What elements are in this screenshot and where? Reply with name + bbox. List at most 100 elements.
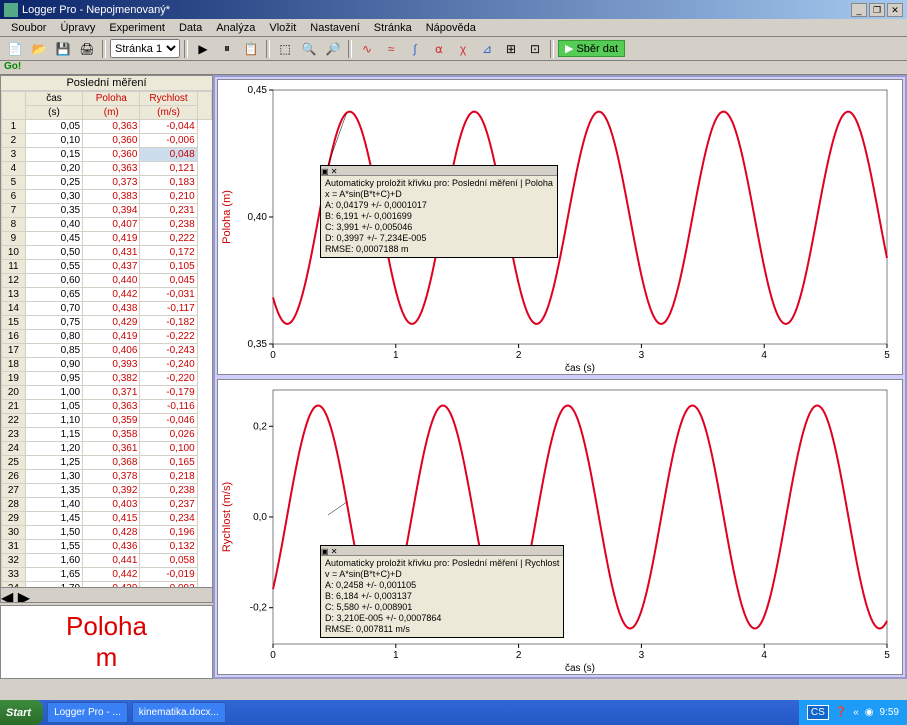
poloha-unit: m <box>96 642 118 673</box>
lang-indicator[interactable]: CS <box>807 705 829 720</box>
table-row[interactable]: 70,350,3940,231 <box>2 204 212 218</box>
table-row[interactable]: 301,500,4280,196 <box>2 526 212 540</box>
curve-fit-box-poloha[interactable]: ▣ ✕Automaticky proložit křivku pro: Posl… <box>320 165 558 258</box>
autoscale-icon[interactable]: ⬚ <box>274 39 296 59</box>
tool-icon[interactable]: ⏸ <box>216 39 238 59</box>
menu-nastavení[interactable]: Nastavení <box>303 20 367 36</box>
zoom-icon[interactable]: 🔍 <box>298 39 320 59</box>
table-row[interactable]: 190,950,382-0,220 <box>2 372 212 386</box>
menubar: SouborÚpravyExperimentDataAnalýzaVložitN… <box>0 19 907 37</box>
table-row[interactable]: 180,900,393-0,240 <box>2 358 212 372</box>
open-icon[interactable]: 📂 <box>28 39 50 59</box>
analysis-icon[interactable]: ∫ <box>404 39 426 59</box>
svg-text:-0,2: -0,2 <box>250 603 268 614</box>
table-row[interactable]: 271,350,3920,238 <box>2 484 212 498</box>
taskbar-item[interactable]: Logger Pro - ... <box>47 702 128 723</box>
table-row[interactable]: 20,100,360-0,006 <box>2 134 212 148</box>
analysis-icon[interactable]: ∿ <box>356 39 378 59</box>
svg-text:0,35: 0,35 <box>248 339 268 350</box>
menu-stránka[interactable]: Stránka <box>367 20 419 36</box>
taskbar: Start Logger Pro - ... kinematika.docx..… <box>0 700 907 725</box>
table-row[interactable]: 160,800,419-0,222 <box>2 330 212 344</box>
table-row[interactable]: 60,300,3830,210 <box>2 190 212 204</box>
analysis-icon[interactable]: χ <box>452 39 474 59</box>
menu-úpravy[interactable]: Úpravy <box>53 20 102 36</box>
menu-data[interactable]: Data <box>172 20 209 36</box>
save-icon[interactable]: 💾 <box>52 39 74 59</box>
table-row[interactable]: 110,550,4370,105 <box>2 260 212 274</box>
titlebar: Logger Pro - Nepojmenovaný* _ ❐ ✕ <box>0 0 907 19</box>
tool-icon[interactable]: ▶ <box>192 39 214 59</box>
svg-text:4: 4 <box>761 650 767 661</box>
taskbar-item[interactable]: kinematika.docx... <box>132 702 226 723</box>
table-row[interactable]: 311,550,4360,132 <box>2 540 212 554</box>
table-row[interactable]: 331,650,442-0,019 <box>2 568 212 582</box>
table-row[interactable]: 221,100,359-0,046 <box>2 414 212 428</box>
table-row[interactable]: 50,250,3730,183 <box>2 176 212 190</box>
table-row[interactable]: 201,000,371-0,179 <box>2 386 212 400</box>
table-row[interactable]: 150,750,429-0,182 <box>2 316 212 330</box>
svg-text:1: 1 <box>393 350 399 361</box>
table-title: Poslední měření <box>1 76 212 91</box>
svg-text:4: 4 <box>761 350 767 361</box>
menu-experiment[interactable]: Experiment <box>102 20 172 36</box>
app-icon <box>4 3 18 17</box>
system-tray[interactable]: CS ❓ « ◉ 9:59 <box>799 700 907 725</box>
zoom-out-icon[interactable]: 🔎 <box>322 39 344 59</box>
tool-icon[interactable]: 📋 <box>240 39 262 59</box>
table-row[interactable]: 30,150,3600,048 <box>2 148 212 162</box>
page-selector[interactable]: Stránka 1 <box>110 39 180 58</box>
table-row[interactable]: 321,600,4410,058 <box>2 554 212 568</box>
poloha-title: Poloha <box>66 611 147 642</box>
table-row[interactable]: 281,400,4030,237 <box>2 498 212 512</box>
svg-text:3: 3 <box>639 650 645 661</box>
table-row[interactable]: 170,850,406-0,243 <box>2 344 212 358</box>
analysis-icon[interactable]: ⍺ <box>428 39 450 59</box>
table-row[interactable]: 90,450,4190,222 <box>2 232 212 246</box>
svg-text:0,45: 0,45 <box>248 85 268 96</box>
svg-text:2: 2 <box>516 650 522 661</box>
table-row[interactable]: 120,600,4400,045 <box>2 274 212 288</box>
tray-icon[interactable]: ◉ <box>865 707 874 718</box>
table-row[interactable]: 80,400,4070,238 <box>2 218 212 232</box>
svg-text:3: 3 <box>639 350 645 361</box>
table-row[interactable]: 211,050,363-0,116 <box>2 400 212 414</box>
svg-text:čas (s): čas (s) <box>565 663 595 674</box>
menu-analýza[interactable]: Analýza <box>209 20 262 36</box>
tray-icon[interactable]: « <box>853 707 859 718</box>
analysis-icon[interactable]: ⊿ <box>476 39 498 59</box>
collect-button[interactable]: Sběr dat <box>558 40 625 57</box>
toolbar: 📄 📂 💾 🖨 Stránka 1 ▶ ⏸ 📋 ⬚ 🔍 🔎 ∿ ≈ ∫ ⍺ χ … <box>0 37 907 61</box>
table-row[interactable]: 10,050,363-0,044 <box>2 120 212 134</box>
svg-text:1: 1 <box>393 650 399 661</box>
close-button[interactable]: ✕ <box>887 3 903 17</box>
table-row[interactable]: 261,300,3780,218 <box>2 470 212 484</box>
print-icon[interactable]: 🖨 <box>76 39 98 59</box>
maximize-button[interactable]: ❐ <box>869 3 885 17</box>
svg-text:0,2: 0,2 <box>253 421 267 432</box>
table-row[interactable]: 251,250,3680,165 <box>2 456 212 470</box>
table-row[interactable]: 100,500,4310,172 <box>2 246 212 260</box>
minimize-button[interactable]: _ <box>851 3 867 17</box>
table-row[interactable]: 241,200,3610,100 <box>2 442 212 456</box>
menu-nápověda[interactable]: Nápověda <box>419 20 483 36</box>
svg-text:0,40: 0,40 <box>248 212 268 223</box>
analysis-icon[interactable]: ⊞ <box>500 39 522 59</box>
tray-icon[interactable]: ❓ <box>835 707 847 718</box>
new-icon[interactable]: 📄 <box>4 39 26 59</box>
clock[interactable]: 9:59 <box>880 707 899 718</box>
h-scrollbar[interactable]: ◀ ▶ <box>1 587 212 602</box>
analysis-icon[interactable]: ≈ <box>380 39 402 59</box>
svg-text:0,0: 0,0 <box>253 512 267 523</box>
table-row[interactable]: 130,650,442-0,031 <box>2 288 212 302</box>
analysis-icon[interactable]: ⊡ <box>524 39 546 59</box>
menu-soubor[interactable]: Soubor <box>4 20 53 36</box>
table-row[interactable]: 140,700,438-0,117 <box>2 302 212 316</box>
table-row[interactable]: 291,450,4150,234 <box>2 512 212 526</box>
start-button[interactable]: Start <box>0 700 43 725</box>
menu-vložit[interactable]: Vložit <box>262 20 303 36</box>
curve-fit-box-rychlost[interactable]: ▣ ✕Automaticky proložit křivku pro: Posl… <box>320 545 564 638</box>
table-row[interactable]: 40,200,3630,121 <box>2 162 212 176</box>
table-row[interactable]: 231,150,3580,026 <box>2 428 212 442</box>
data-table: Poslední měření časPolohaRychlost (s)(m)… <box>0 75 213 603</box>
